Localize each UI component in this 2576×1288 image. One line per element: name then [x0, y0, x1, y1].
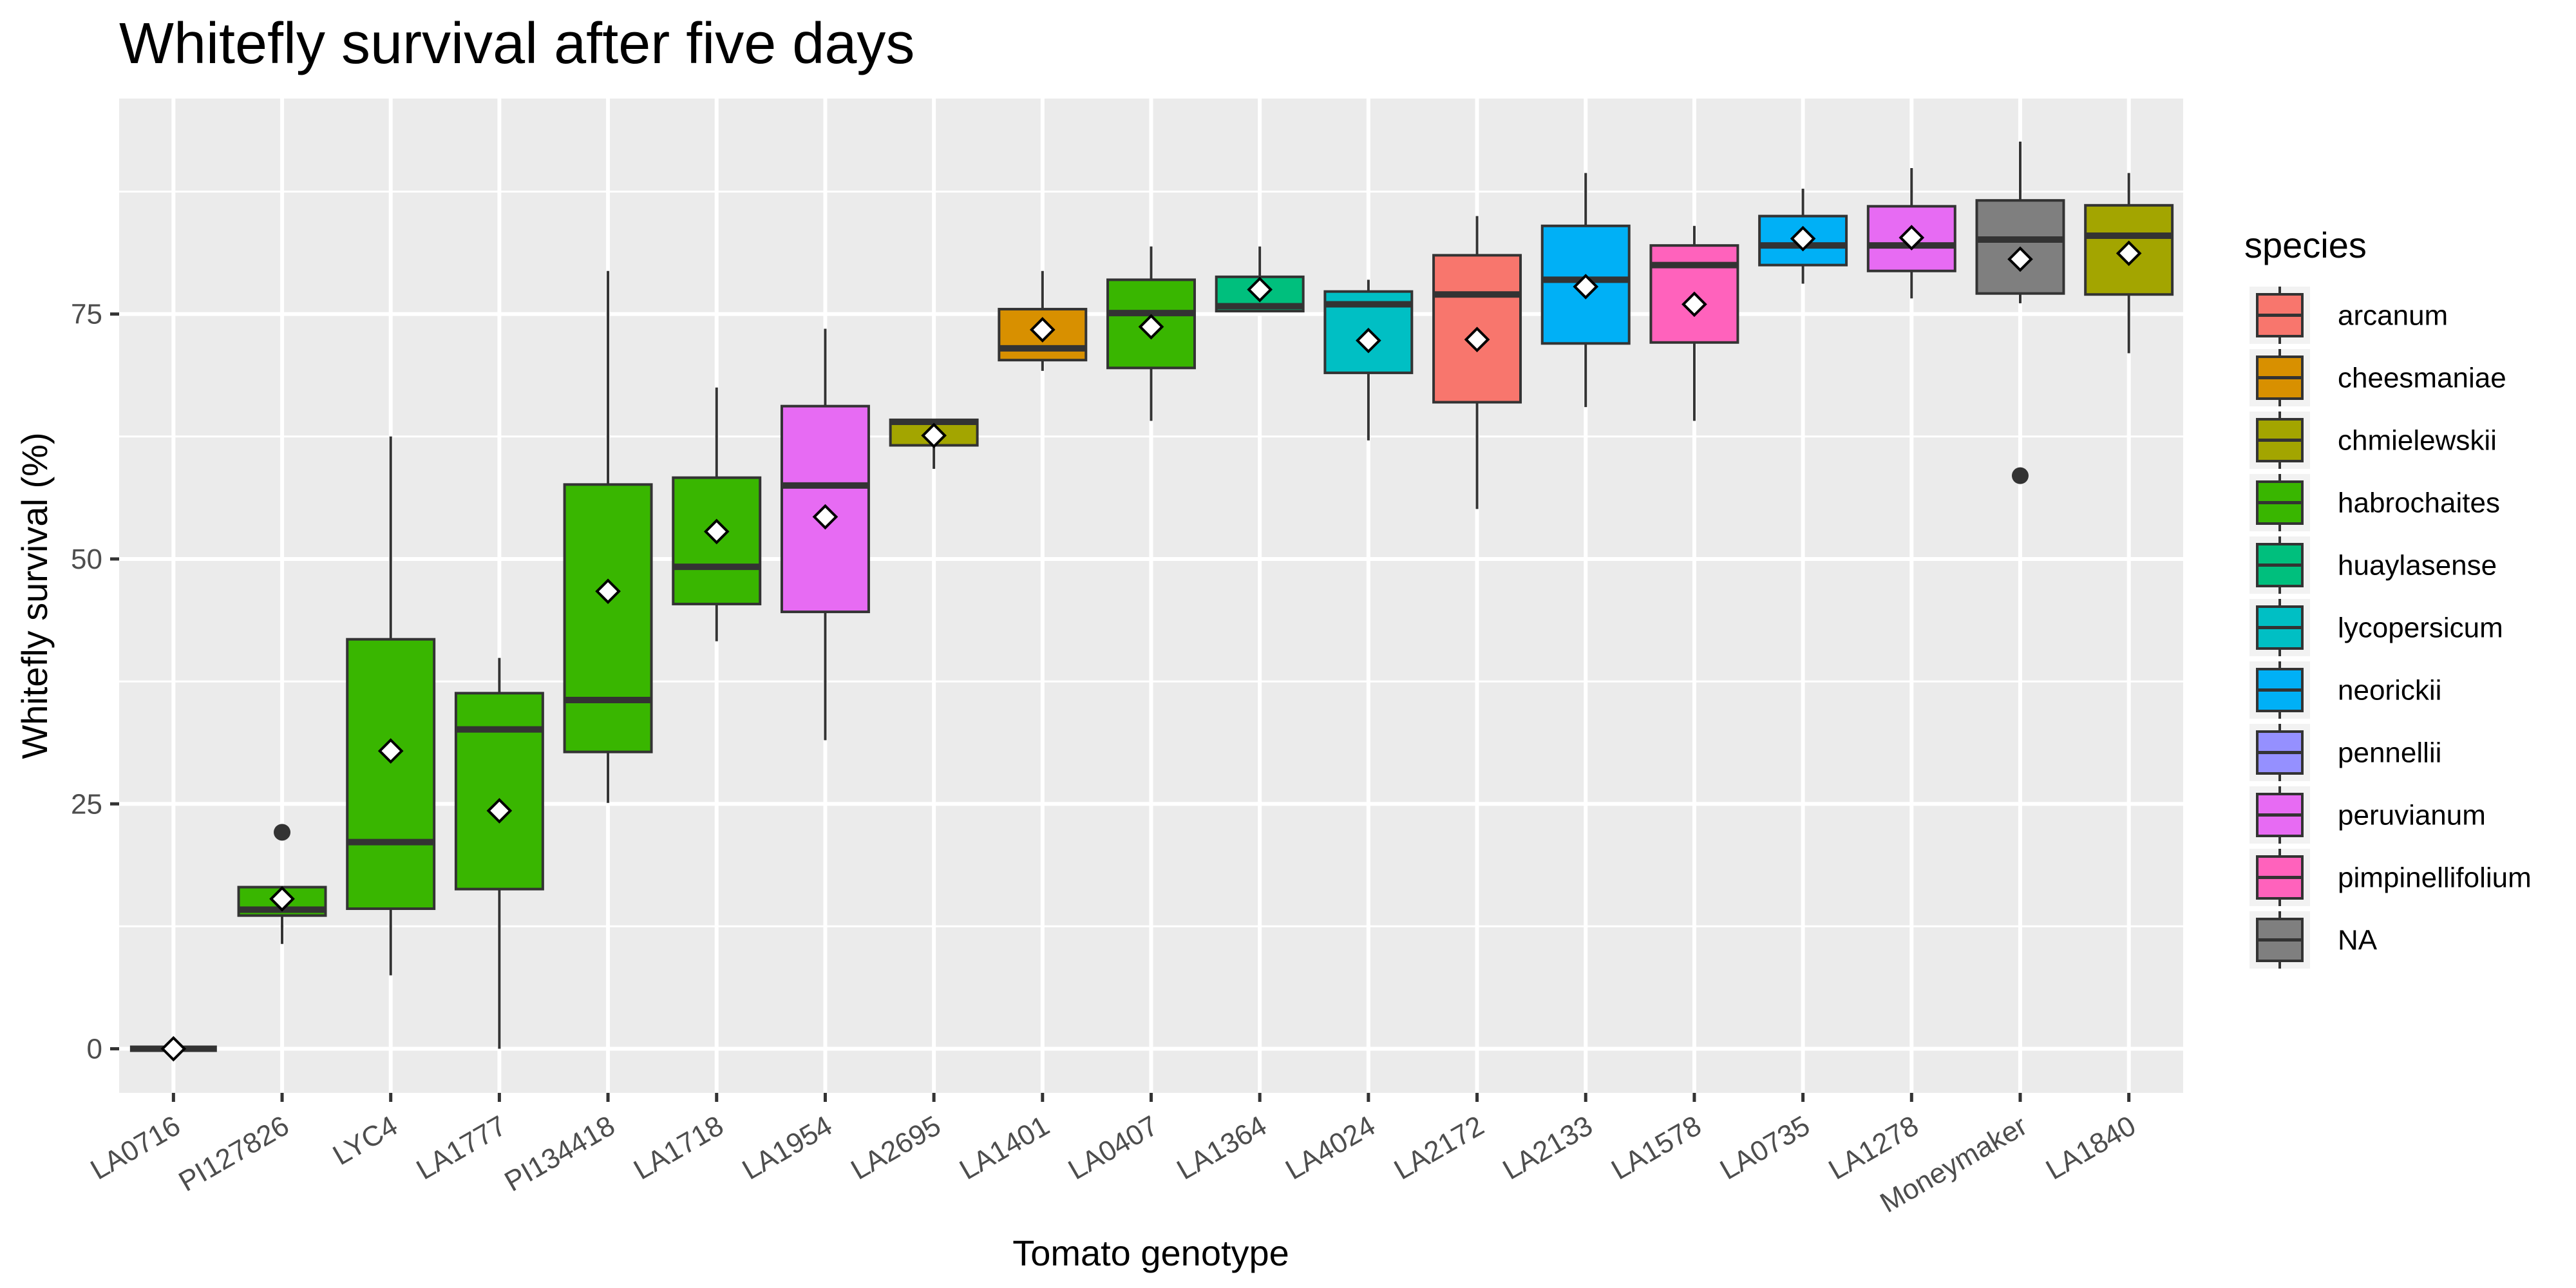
box-LA1278 — [1866, 168, 1956, 299]
box-Moneymaker — [1975, 141, 2065, 484]
box-PI134418 — [563, 270, 653, 803]
legend-item-peruvianum: peruvianum — [2249, 786, 2486, 844]
legend-item-lycopersicum: lycopersicum — [2249, 599, 2503, 656]
box-LA2133 — [1540, 173, 1631, 408]
legend-item-neorickii: neorickii — [2249, 661, 2441, 719]
mean-marker — [2116, 240, 2142, 267]
x-tick-label: LA0407 — [1063, 1110, 1164, 1186]
boxes — [129, 141, 2174, 1062]
legend-label: NA — [2338, 925, 2378, 956]
box-LYC4 — [346, 436, 436, 976]
x-tick-label: LA1777 — [412, 1110, 512, 1186]
mean-marker — [1573, 274, 1599, 299]
box-body — [563, 483, 653, 753]
box-LA2695 — [889, 418, 979, 469]
mean-marker — [1464, 327, 1490, 353]
legend-label: chmielewskii — [2338, 425, 2497, 457]
mean-marker — [486, 798, 513, 824]
legend-item-habrochaites: habrochaites — [2249, 474, 2500, 531]
box-LA1954 — [780, 328, 870, 741]
legend-label: arcanum — [2338, 300, 2448, 332]
box-LA1364 — [1215, 246, 1305, 313]
x-tick-label: LA1840 — [2041, 1110, 2141, 1186]
x-tick-label: LA1954 — [737, 1110, 838, 1186]
box-body — [346, 638, 436, 911]
y-tick-label: 0 — [87, 1034, 102, 1065]
x-tick-label: LA0716 — [85, 1110, 185, 1186]
box-LA1578 — [1649, 225, 1739, 421]
box-LA1840 — [2084, 173, 2174, 354]
x-tick-label: LA4024 — [1280, 1110, 1381, 1186]
mean-marker — [921, 422, 947, 449]
mean-marker — [1790, 225, 1816, 252]
mean-marker — [1899, 225, 1925, 251]
legend-label: lycopersicum — [2338, 612, 2503, 644]
box-body — [454, 692, 544, 891]
legend-label: pennellii — [2338, 737, 2441, 769]
mean-marker — [1356, 327, 1381, 354]
mean-marker — [1247, 276, 1273, 303]
legend-item-cheesmaniae: cheesmaniae — [2249, 349, 2506, 406]
box-LA4024 — [1323, 279, 1414, 440]
y-tick-label: 25 — [71, 788, 102, 820]
box-LA1718 — [672, 387, 762, 641]
box-LA0735 — [1758, 188, 1848, 284]
mean-marker — [812, 504, 838, 530]
box-LA1777 — [454, 658, 544, 1049]
y-tick-label: 50 — [71, 544, 102, 575]
x-tick-label: LA1578 — [1606, 1110, 1707, 1186]
x-tick-label: PI127826 — [173, 1110, 294, 1198]
legend-label: huaylasense — [2338, 550, 2497, 582]
mean-marker — [269, 886, 295, 912]
legend-item-pennellii: pennellii — [2249, 724, 2441, 781]
outlier-point — [274, 824, 291, 841]
x-tick-label: LA2133 — [1497, 1110, 1598, 1186]
x-tick-label: LA1364 — [1171, 1110, 1272, 1186]
y-axis-title: Whitefly survival (%) — [14, 432, 55, 759]
legend-item-chmielewskii: chmielewskii — [2249, 412, 2497, 469]
mean-marker — [160, 1036, 187, 1062]
legend-label: cheesmaniae — [2338, 363, 2506, 394]
chart-title: Whitefly survival after five days — [119, 12, 914, 76]
legend-item-huaylasense: huaylasense — [2249, 536, 2497, 594]
legend-item-arcanum: arcanum — [2249, 287, 2448, 344]
x-tick-label: LA2172 — [1389, 1110, 1490, 1186]
legend-label: pimpinellifolium — [2338, 862, 2532, 894]
x-tick-label: PI134418 — [499, 1110, 620, 1198]
box-LA0716 — [129, 1036, 217, 1062]
legend-title: species — [2244, 225, 2367, 265]
x-tick-label: LA1718 — [629, 1110, 729, 1186]
x-axis-title: Tomato genotype — [1012, 1233, 1289, 1273]
legend: arcanum cheesmaniae chmielewskii habrochait… — [2249, 287, 2532, 969]
mean-marker — [595, 578, 621, 604]
legend-label: habrochaites — [2338, 488, 2500, 519]
y-axis: 0 25 50 75 — [71, 299, 119, 1065]
legend-item-NA: NA — [2249, 911, 2378, 969]
box-LA0407 — [1106, 246, 1196, 421]
mean-marker — [2007, 246, 2033, 272]
mean-marker — [377, 738, 404, 764]
legend-item-pimpinellifolium: pimpinellifolium — [2249, 849, 2532, 906]
legend-label: neorickii — [2338, 675, 2441, 706]
mean-marker — [1029, 317, 1056, 343]
y-tick-label: 75 — [71, 299, 102, 330]
box-PI127826 — [237, 824, 327, 944]
box-LA1401 — [998, 270, 1088, 371]
mean-marker — [1138, 314, 1164, 340]
box-LA2172 — [1432, 216, 1522, 509]
x-tick-label: LA0735 — [1715, 1110, 1815, 1186]
mean-marker — [1681, 291, 1707, 317]
x-tick-label: LA2695 — [846, 1110, 946, 1186]
legend-label: peruvianum — [2338, 800, 2486, 831]
outlier-point — [2011, 467, 2029, 484]
x-tick-label: LYC4 — [328, 1110, 403, 1171]
x-tick-label: LA1401 — [954, 1110, 1055, 1186]
mean-marker — [703, 518, 730, 545]
